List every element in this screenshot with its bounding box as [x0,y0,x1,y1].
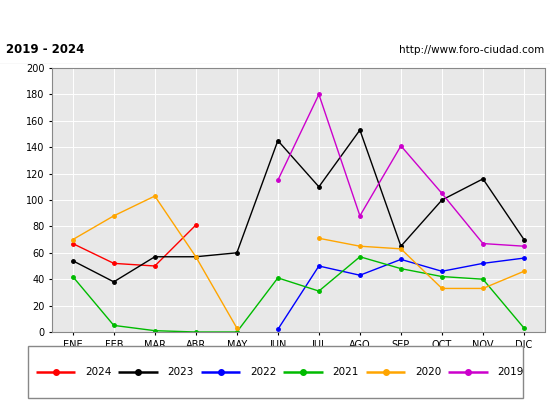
Text: 2024: 2024 [85,367,112,377]
Text: 2020: 2020 [415,367,442,377]
Text: 2021: 2021 [333,367,359,377]
Text: 2023: 2023 [168,367,194,377]
FancyBboxPatch shape [28,346,522,398]
Text: Evolucion Nº Turistas Extranjeros en el municipio de Víznar: Evolucion Nº Turistas Extranjeros en el … [53,12,497,24]
Text: 2019 - 2024: 2019 - 2024 [6,44,84,56]
Text: 2022: 2022 [250,367,277,377]
Text: 2019: 2019 [498,367,524,377]
Text: http://www.foro-ciudad.com: http://www.foro-ciudad.com [399,45,544,55]
